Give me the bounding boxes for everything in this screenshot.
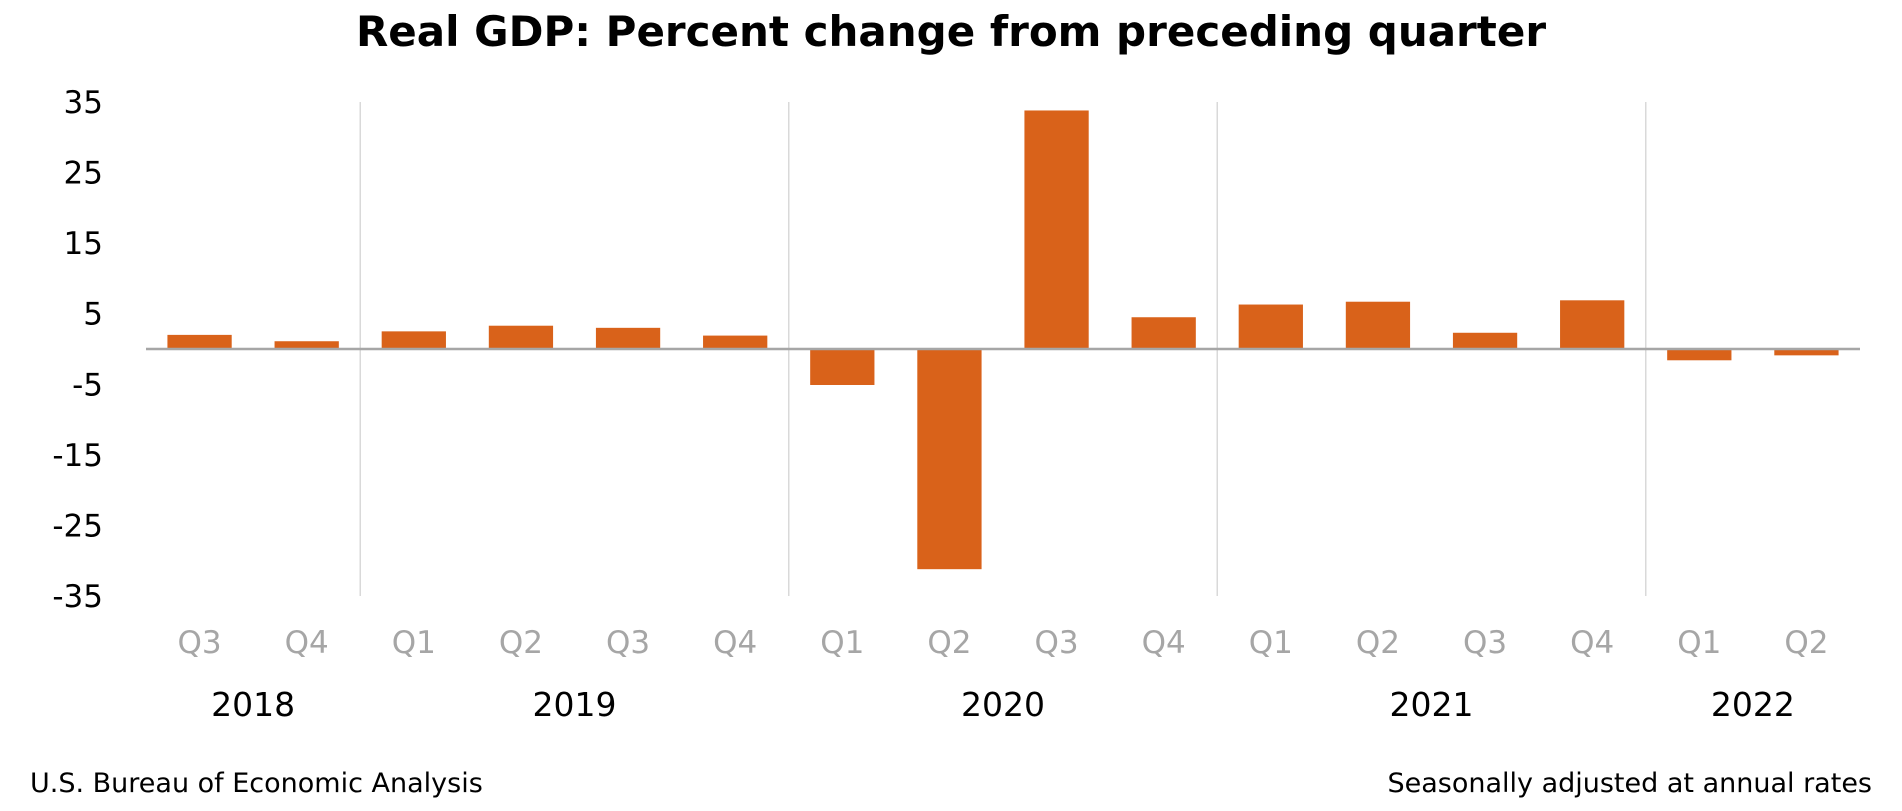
y-tick-label: 5: [83, 297, 103, 333]
bar: [1667, 349, 1732, 361]
y-tick-label: 25: [64, 156, 103, 192]
quarter-label: Q1: [820, 625, 864, 661]
bar: [488, 325, 554, 349]
seasonal-adjustment-note: Seasonally adjusted at annual rates: [1387, 768, 1872, 799]
bar: [1238, 304, 1303, 349]
bar: [917, 349, 982, 570]
quarter-label: Q1: [1677, 625, 1721, 661]
quarter-tick-labels: Q3 Q4 Q1 Q2 Q3 Q4 Q1 Q2 Q3 Q4 Q1 Q2 Q3 Q4 Q1 Q2: [178, 625, 1829, 661]
bar: [595, 327, 661, 349]
y-tick-label: -15: [52, 438, 103, 474]
bar: [1560, 300, 1625, 349]
bar: [1774, 349, 1839, 356]
bar: [274, 341, 339, 349]
year-label: 2022: [1711, 685, 1795, 724]
bar: [703, 335, 768, 349]
quarter-label: Q4: [1142, 625, 1186, 661]
year-label: 2019: [533, 685, 617, 724]
chart-title: Real GDP: Percent change from preceding …: [356, 7, 1546, 56]
bar: [810, 349, 875, 385]
year-label: 2018: [211, 685, 295, 724]
bar: [1452, 332, 1518, 349]
quarter-label: Q1: [392, 625, 436, 661]
bar: [381, 331, 446, 349]
quarter-label: Q2: [927, 625, 971, 661]
bar: [1345, 301, 1411, 349]
quarter-label: Q3: [1035, 625, 1079, 661]
quarter-label: Q2: [499, 625, 543, 661]
y-axis-tick-labels: 35 25 15 5 -5 -15 -25 -35: [52, 85, 103, 615]
y-tick-label: 15: [64, 226, 103, 262]
quarter-label: Q3: [178, 625, 222, 661]
quarter-label: Q4: [713, 625, 757, 661]
bar-series: [167, 110, 1839, 570]
quarter-label: Q2: [1784, 625, 1828, 661]
year-tick-labels: 2018 2019 2020 2021 2022: [211, 685, 1795, 724]
y-tick-label: -25: [52, 508, 103, 544]
y-tick-label: 35: [64, 85, 103, 121]
quarter-label: Q2: [1356, 625, 1400, 661]
year-label: 2020: [961, 685, 1045, 724]
quarter-label: Q3: [1463, 625, 1507, 661]
quarter-label: Q3: [606, 625, 650, 661]
bar: [1131, 317, 1196, 349]
bar: [1024, 110, 1089, 350]
y-tick-label: -35: [52, 579, 103, 615]
source-note: U.S. Bureau of Economic Analysis: [30, 768, 483, 799]
year-label: 2021: [1390, 685, 1474, 724]
quarter-label: Q1: [1249, 625, 1293, 661]
quarter-label: Q4: [285, 625, 329, 661]
y-tick-label: -5: [72, 367, 103, 403]
bar: [167, 334, 232, 349]
quarter-label: Q4: [1570, 625, 1614, 661]
